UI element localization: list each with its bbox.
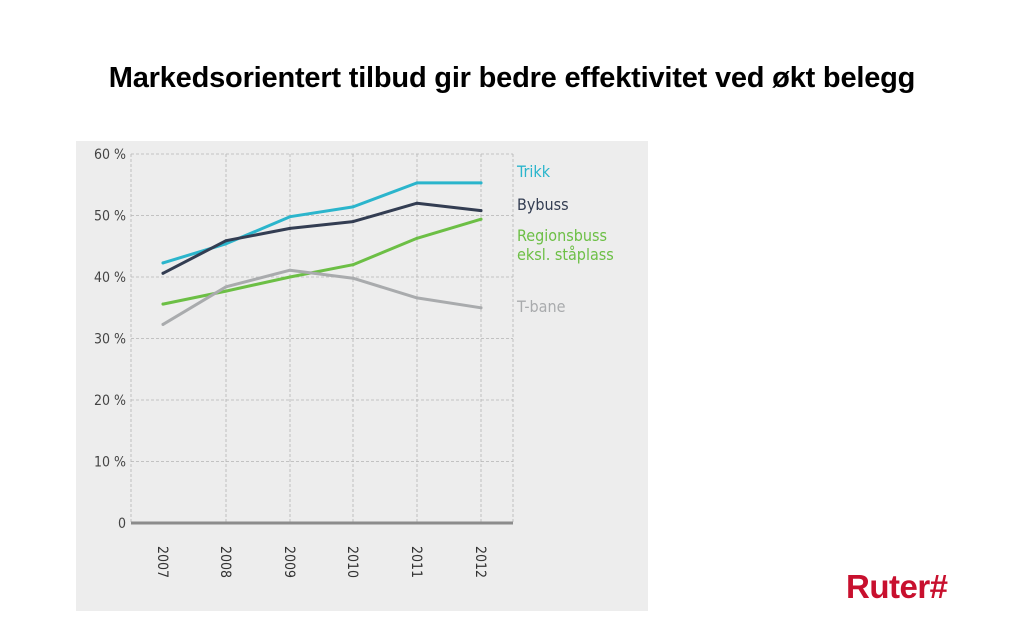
series-label: Bybuss (517, 195, 569, 214)
x-tick-label: 2008 (217, 546, 233, 578)
x-tick-label: 2007 (154, 546, 170, 578)
data-point (479, 181, 483, 185)
x-tick-label: 2011 (408, 546, 424, 578)
slide-title: Markedsorientert tilbud gir bedre effekt… (108, 62, 916, 94)
data-point (288, 268, 292, 272)
data-point (161, 302, 165, 306)
data-point (479, 209, 483, 213)
data-point (415, 201, 419, 205)
data-point (415, 236, 419, 240)
y-tick-label: 0 (118, 516, 126, 532)
x-tick-label: 2009 (281, 546, 297, 578)
series-line (161, 217, 483, 306)
y-tick-label: 50 % (94, 209, 126, 225)
series-line (161, 201, 483, 275)
series-label: T-bane (516, 297, 566, 316)
data-point (224, 285, 228, 289)
data-point (351, 276, 355, 280)
ruter-logo: Ruter# (846, 568, 948, 605)
data-point (288, 226, 292, 230)
data-point (479, 306, 483, 310)
data-point (351, 205, 355, 209)
y-tick-label: 60 % (94, 147, 126, 163)
line-chart: 0 10 % 20 % 30 % 40 % 50 % 60 % 2007 2008 2009 201… (94, 147, 614, 578)
series-line (161, 268, 483, 326)
x-tick-label: 2012 (472, 546, 488, 578)
data-point (415, 296, 419, 300)
series-label: Trikk (516, 162, 551, 181)
data-point (224, 289, 228, 293)
y-tick-label: 10 % (94, 455, 126, 471)
data-point (288, 215, 292, 219)
y-tick-label: 40 % (94, 270, 126, 286)
data-point (479, 217, 483, 221)
data-point (415, 181, 419, 185)
series-label: Regionsbuss (517, 226, 607, 245)
data-point (161, 271, 165, 275)
chart-panel: 0 10 % 20 % 30 % 40 % 50 % 60 % 2007 2008 2009 201… (76, 141, 648, 611)
data-point (161, 261, 165, 265)
data-point (351, 220, 355, 224)
x-tick-label: 2010 (344, 546, 360, 578)
data-point (224, 242, 228, 246)
data-point (224, 239, 228, 243)
data-point (161, 322, 165, 326)
series-line (161, 181, 483, 265)
data-point (288, 275, 292, 279)
y-tick-label: 30 % (94, 332, 126, 348)
series-label: eksl. ståplass (517, 245, 614, 264)
data-point (351, 263, 355, 267)
y-tick-label: 20 % (94, 393, 126, 409)
